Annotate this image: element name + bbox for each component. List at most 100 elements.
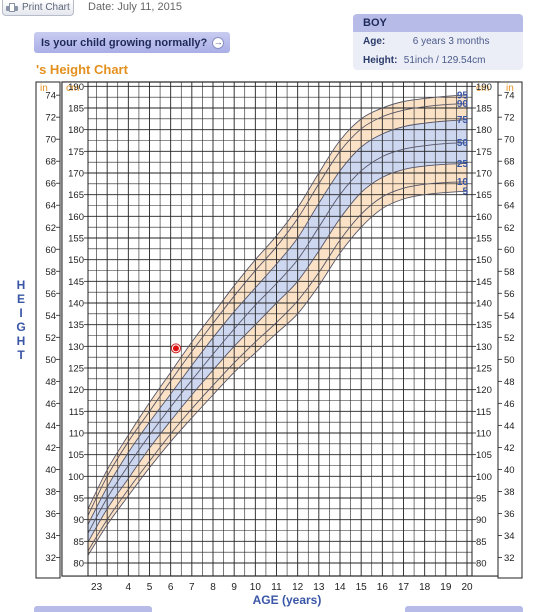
print-chart-label: Print Chart (22, 2, 70, 13)
inch-tick-right: 52 (504, 333, 515, 344)
arrow-right-circle-icon: → (212, 36, 225, 49)
cm-tick-left: 105 (68, 450, 84, 461)
percentile-label-95: 95 (457, 91, 469, 102)
x-tick-label: 12 (292, 582, 304, 593)
inch-tick-left: 38 (45, 487, 56, 498)
percentile-label-50: 50 (457, 138, 469, 149)
grid-lines (62, 82, 500, 576)
sex-heading: BOY (353, 14, 523, 32)
cm-tick-right: 95 (476, 494, 487, 505)
left-cm-unit: cm (66, 83, 79, 94)
inch-tick-left: 36 (45, 509, 56, 520)
inch-tick-left: 46 (45, 399, 56, 410)
inch-tick-right: 62 (504, 223, 515, 234)
x-axis-title: AGE (years) (253, 593, 322, 607)
x-tick-label: 20 (461, 582, 473, 593)
print-chart-button[interactable]: Print Chart (2, 0, 74, 16)
cm-tick-left: 80 (73, 559, 84, 570)
inch-tick-right: 34 (504, 531, 515, 542)
cm-tick-left: 130 (68, 342, 84, 353)
x-tick-label: 7 (189, 582, 195, 593)
cm-tick-right: 175 (476, 147, 492, 158)
percentile-line-95 (85, 94, 468, 514)
inch-tick-left: 58 (45, 267, 56, 278)
growing-normally-button[interactable]: Is your child growing normally? → (34, 32, 230, 53)
cm-tick-left: 150 (68, 255, 84, 266)
percentile-label-5: 5 (462, 187, 468, 198)
cm-tick-left: 175 (68, 147, 84, 158)
cm-tick-right: 150 (476, 255, 492, 266)
cm-tick-right: 190 (476, 82, 492, 93)
inch-tick-left: 64 (45, 201, 56, 212)
x-tick-label: 8 (210, 582, 216, 593)
cm-tick-left: 100 (68, 472, 84, 483)
inch-tick-left: 68 (45, 157, 56, 168)
cm-tick-left: 185 (68, 104, 84, 115)
cm-tick-right: 145 (476, 277, 492, 288)
cm-tick-left: 120 (68, 385, 84, 396)
percentile-line-25 (85, 163, 468, 546)
inch-tick-right: 50 (504, 355, 515, 366)
inch-tick-left: 52 (45, 333, 56, 344)
cm-tick-right: 155 (476, 234, 492, 245)
left-inch-strip (35, 81, 61, 579)
left-cm-strip (61, 81, 89, 577)
cm-tick-right: 90 (476, 515, 487, 526)
percentile-line-50 (85, 142, 468, 538)
x-tick-label: 19 (440, 582, 452, 593)
inch-tick-right: 74 (504, 91, 515, 102)
x-tick-label: 10 (250, 582, 262, 593)
inch-tick-right: 38 (504, 487, 515, 498)
cm-tick-left: 95 (73, 494, 84, 505)
bottom-tab-right[interactable] (405, 606, 523, 612)
inch-tick-left: 54 (45, 311, 56, 322)
inch-tick-right: 68 (504, 157, 515, 168)
cm-tick-right: 185 (476, 104, 492, 115)
bottom-tab-left[interactable] (34, 606, 152, 612)
cm-tick-left: 85 (73, 537, 84, 548)
cm-tick-left: 170 (68, 169, 84, 180)
percentile-label-25: 25 (457, 159, 469, 170)
age-label: Age: (363, 36, 386, 47)
right-cm-strip (471, 81, 499, 577)
x-tick-label: 16 (377, 582, 389, 593)
inch-tick-right: 46 (504, 399, 515, 410)
age-value: 6 years 3 months (412, 36, 490, 47)
x-tick-label: 17 (398, 582, 410, 593)
cm-tick-left: 155 (68, 234, 84, 245)
inch-tick-left: 74 (45, 91, 56, 102)
cm-tick-left: 145 (68, 277, 84, 288)
chart-date: Date: July 11, 2015 (88, 1, 182, 13)
cm-tick-right: 110 (476, 429, 491, 440)
inch-tick-left: 32 (45, 553, 56, 564)
inch-tick-left: 56 (45, 289, 56, 300)
x-tick-label: 11 (271, 582, 282, 593)
percentile-label-10: 10 (457, 177, 469, 188)
cm-tick-right: 100 (476, 472, 492, 483)
cm-tick-left: 125 (68, 364, 84, 375)
cm-tick-left: 180 (68, 125, 84, 136)
inch-tick-left: 50 (45, 355, 56, 366)
cm-tick-left: 190 (68, 82, 84, 93)
percentile-line-10 (85, 181, 468, 555)
height-value: 51inch / 129.54cm (403, 55, 486, 66)
inch-tick-left: 60 (45, 245, 56, 256)
cm-tick-left: 165 (68, 190, 84, 201)
child-info-panel: BOY Age: 6 years 3 months Height: 51inch… (353, 14, 523, 70)
inch-tick-left: 42 (45, 443, 56, 454)
inch-tick-right: 54 (504, 311, 515, 322)
cm-tick-right: 140 (476, 299, 492, 310)
inch-tick-left: 62 (45, 223, 56, 234)
x-tick-label: 5 (147, 582, 153, 593)
inch-tick-left: 34 (45, 531, 56, 542)
percentile-line-90 (85, 103, 468, 520)
age-row: Age: 6 years 3 months (353, 32, 523, 51)
cm-tick-right: 180 (476, 125, 492, 136)
percentile-line-5 (85, 190, 468, 559)
inch-tick-right: 48 (504, 377, 515, 388)
cm-tick-left: 115 (69, 407, 84, 418)
growing-normally-label: Is your child growing normally? (41, 36, 208, 49)
x-tick-label: 13 (313, 582, 325, 593)
